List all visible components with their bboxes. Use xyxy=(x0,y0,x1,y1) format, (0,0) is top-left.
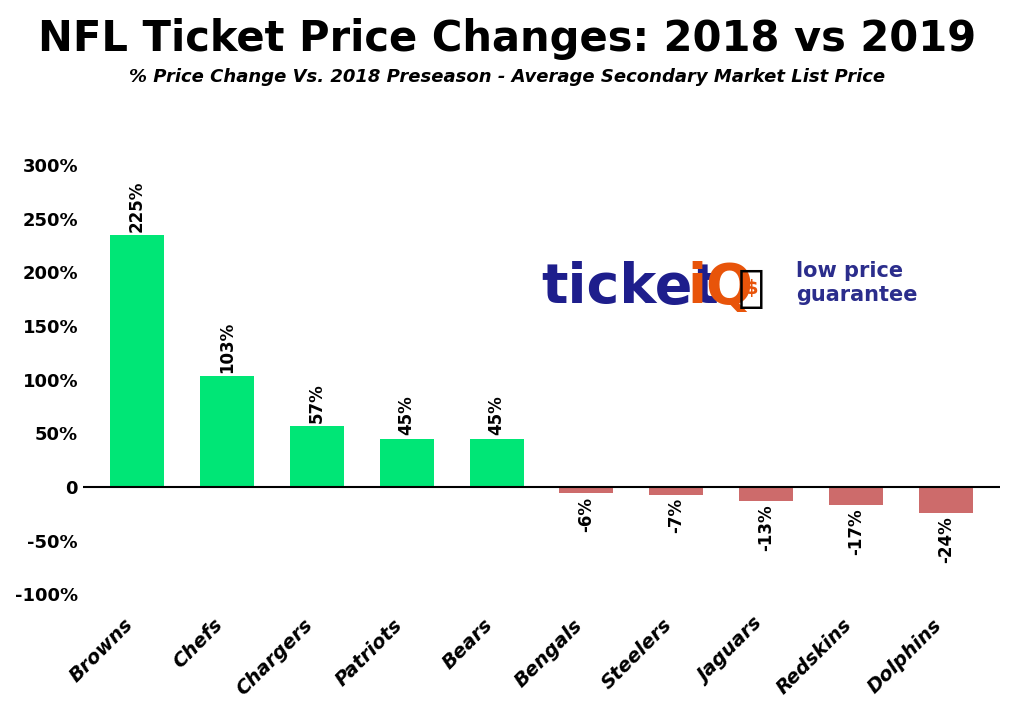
Text: 57%: 57% xyxy=(308,383,326,423)
Bar xyxy=(200,376,254,487)
Bar xyxy=(559,487,613,493)
Text: iQ: iQ xyxy=(687,261,753,316)
Text: -24%: -24% xyxy=(937,516,955,563)
Text: -6%: -6% xyxy=(578,497,596,532)
Bar xyxy=(920,487,973,513)
Text: -13%: -13% xyxy=(757,504,775,550)
Text: 103%: 103% xyxy=(218,322,235,373)
Bar xyxy=(739,487,793,501)
Bar xyxy=(470,438,524,487)
Bar xyxy=(650,487,703,495)
Text: 45%: 45% xyxy=(398,396,415,436)
Bar xyxy=(380,438,433,487)
Text: 45%: 45% xyxy=(487,396,505,436)
Text: ticket: ticket xyxy=(541,261,720,316)
Bar xyxy=(110,235,163,487)
Text: 🛡: 🛡 xyxy=(738,267,764,310)
Text: -7%: -7% xyxy=(667,498,685,533)
Text: $: $ xyxy=(744,279,758,298)
Bar xyxy=(289,426,344,487)
Text: -17%: -17% xyxy=(848,508,865,555)
Text: NFL Ticket Price Changes: 2018 vs 2019: NFL Ticket Price Changes: 2018 vs 2019 xyxy=(39,18,976,60)
Bar xyxy=(829,487,883,506)
Text: % Price Change Vs. 2018 Preseason - Average Secondary Market List Price: % Price Change Vs. 2018 Preseason - Aver… xyxy=(130,68,885,86)
Text: low price
guarantee: low price guarantee xyxy=(796,261,918,306)
Text: 225%: 225% xyxy=(128,180,146,231)
